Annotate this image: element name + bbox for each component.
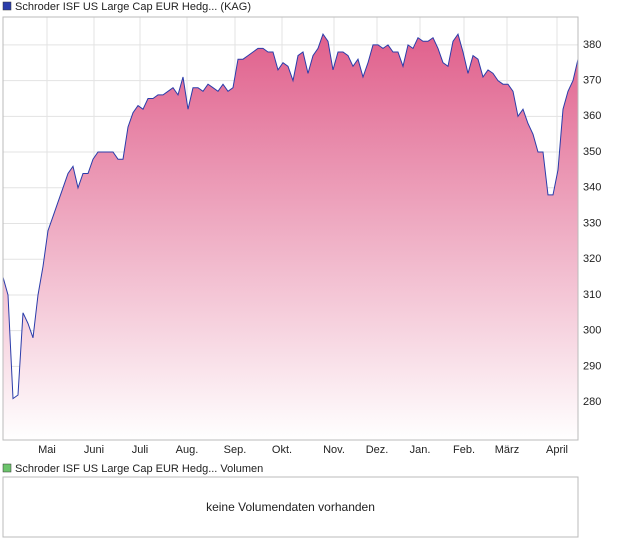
y-tick-label: 280 (583, 396, 601, 408)
x-tick-label: Feb. (453, 444, 475, 456)
x-tick-label: April (546, 444, 568, 456)
x-tick-label: Dez. (366, 444, 389, 456)
x-tick-label: Aug. (176, 444, 199, 456)
area (3, 34, 578, 440)
x-tick-label: Juni (84, 444, 104, 456)
y-tick-label: 360 (583, 110, 601, 122)
x-tick-label: Sep. (224, 444, 247, 456)
x-tick-label: Jan. (410, 444, 431, 456)
x-tick-label: Okt. (272, 444, 292, 456)
line (2, 32, 579, 400)
legend-label: Schroder ISF US Large Cap EUR Hedg... (K… (15, 1, 251, 13)
y-tick-label: 370 (583, 74, 601, 86)
y-tick-label: 300 (583, 325, 601, 337)
x-tick-label: Mai (38, 444, 56, 456)
x-tick-label: März (495, 444, 519, 456)
x-tick-label: Nov. (323, 444, 345, 456)
y-tick-label: 380 (583, 39, 601, 51)
y-tick-label: 340 (583, 182, 601, 194)
y-tick-label: 330 (583, 217, 601, 229)
y-tick-label: 320 (583, 253, 601, 265)
y-tick-label: 350 (583, 146, 601, 158)
legend-label: Schroder ISF US Large Cap EUR Hedg... Vo… (15, 463, 263, 475)
x-tick-label: Juli (132, 444, 149, 456)
legend-swatch (2, 1, 12, 11)
legend-swatch (2, 463, 12, 473)
y-tick-label: 310 (583, 289, 601, 301)
volume-frame (2, 476, 579, 538)
empty-message: keine Volumendaten vorhanden (206, 500, 375, 514)
plot-frame (2, 16, 579, 441)
y-tick-label: 290 (583, 360, 601, 372)
